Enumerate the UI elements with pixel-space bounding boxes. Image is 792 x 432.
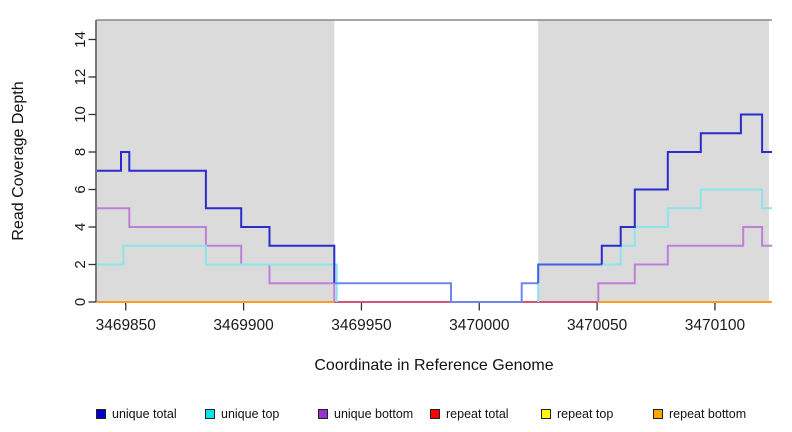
y-tick-label: 10 bbox=[72, 106, 89, 123]
shaded-region bbox=[97, 20, 335, 302]
y-tick-label: 12 bbox=[72, 69, 89, 86]
x-tick-label: 3470000 bbox=[449, 317, 510, 334]
x-tick-label: 3470100 bbox=[685, 317, 746, 334]
series-line-unique-bottom-right bbox=[597, 226, 772, 302]
y-tick-label: 0 bbox=[72, 298, 89, 306]
y-tick-label: 8 bbox=[72, 148, 89, 156]
series-line-unique-bottom-left bbox=[97, 207, 336, 302]
x-tick-label: 3469950 bbox=[331, 317, 392, 334]
x-tick-label: 3470050 bbox=[567, 317, 628, 334]
y-tick-label: 6 bbox=[72, 185, 89, 193]
shaded-region bbox=[538, 20, 769, 302]
series-line-unique-top-right bbox=[537, 188, 772, 302]
y-tick-label: 4 bbox=[72, 223, 89, 231]
y-tick-label: 2 bbox=[72, 260, 89, 268]
x-axis-title: Coordinate in Reference Genome bbox=[314, 357, 554, 374]
series-line-unique-total-gap bbox=[334, 282, 539, 303]
series-line-unique-total-right bbox=[600, 113, 772, 265]
y-axis-title: Read Coverage Depth bbox=[10, 81, 27, 241]
series-line-unique-top-left bbox=[97, 244, 338, 302]
y-tick-label: 14 bbox=[72, 31, 89, 48]
series-line-unique-total-left bbox=[97, 151, 336, 284]
x-tick-label: 3469900 bbox=[213, 317, 274, 334]
series-line-unique-total-rise bbox=[537, 263, 602, 284]
x-tick-label: 3469850 bbox=[96, 317, 157, 334]
